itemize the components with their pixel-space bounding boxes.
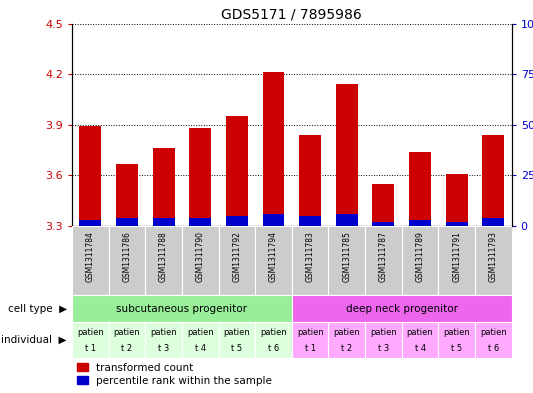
Bar xyxy=(292,226,328,295)
Bar xyxy=(109,226,145,295)
Bar xyxy=(72,226,109,295)
Text: GSM1311793: GSM1311793 xyxy=(489,231,498,283)
Bar xyxy=(226,116,248,226)
Bar xyxy=(292,295,512,322)
Text: GSM1311785: GSM1311785 xyxy=(342,231,351,282)
Text: GSM1311789: GSM1311789 xyxy=(416,231,425,282)
Text: patien: patien xyxy=(77,328,103,337)
Bar xyxy=(482,218,504,226)
Bar xyxy=(182,322,219,358)
Bar xyxy=(219,322,255,358)
Text: t 1: t 1 xyxy=(304,344,316,353)
Bar xyxy=(446,222,468,226)
Text: GSM1311790: GSM1311790 xyxy=(196,231,205,283)
Bar xyxy=(189,218,211,226)
Bar xyxy=(328,226,365,295)
Bar xyxy=(402,322,438,358)
Bar xyxy=(446,174,468,226)
Bar xyxy=(72,295,292,322)
Bar xyxy=(116,218,138,226)
Text: subcutaneous progenitor: subcutaneous progenitor xyxy=(116,303,247,314)
Bar xyxy=(299,135,321,226)
Bar xyxy=(409,220,431,226)
Text: patien: patien xyxy=(480,328,507,337)
Bar xyxy=(116,163,138,226)
Text: patien: patien xyxy=(407,328,433,337)
Bar xyxy=(189,128,211,226)
Bar xyxy=(152,149,175,226)
Bar xyxy=(365,322,402,358)
Bar xyxy=(145,322,182,358)
Legend: transformed count, percentile rank within the sample: transformed count, percentile rank withi… xyxy=(77,363,272,386)
Text: GSM1311794: GSM1311794 xyxy=(269,231,278,283)
Text: t 6: t 6 xyxy=(268,344,279,353)
Text: t 2: t 2 xyxy=(122,344,133,353)
Text: patien: patien xyxy=(334,328,360,337)
Text: t 3: t 3 xyxy=(158,344,169,353)
Bar xyxy=(255,322,292,358)
Bar xyxy=(438,322,475,358)
Text: GSM1311784: GSM1311784 xyxy=(86,231,95,282)
Text: patien: patien xyxy=(150,328,177,337)
Bar xyxy=(409,152,431,226)
Text: deep neck progenitor: deep neck progenitor xyxy=(346,303,458,314)
Text: t 4: t 4 xyxy=(195,344,206,353)
Text: t 2: t 2 xyxy=(341,344,352,353)
Bar xyxy=(336,84,358,226)
Bar xyxy=(145,226,182,295)
Text: patien: patien xyxy=(443,328,470,337)
Bar xyxy=(292,322,328,358)
Text: patien: patien xyxy=(223,328,250,337)
Text: patien: patien xyxy=(260,328,287,337)
Text: cell type  ▶: cell type ▶ xyxy=(7,303,67,314)
Bar xyxy=(226,216,248,226)
Text: GSM1311792: GSM1311792 xyxy=(232,231,241,282)
Bar xyxy=(482,135,504,226)
Text: individual  ▶: individual ▶ xyxy=(1,335,67,345)
Bar xyxy=(109,322,145,358)
Text: t 3: t 3 xyxy=(378,344,389,353)
Text: patien: patien xyxy=(187,328,214,337)
Bar xyxy=(402,226,438,295)
Bar xyxy=(365,226,402,295)
Bar xyxy=(438,226,475,295)
Text: patien: patien xyxy=(370,328,397,337)
Text: patien: patien xyxy=(297,328,324,337)
Text: GSM1311786: GSM1311786 xyxy=(123,231,132,282)
Bar xyxy=(72,322,109,358)
Bar xyxy=(182,226,219,295)
Text: t 5: t 5 xyxy=(231,344,243,353)
Bar xyxy=(263,214,285,226)
Bar xyxy=(79,127,101,226)
Bar xyxy=(328,322,365,358)
Text: t 1: t 1 xyxy=(85,344,96,353)
Text: t 4: t 4 xyxy=(415,344,426,353)
Text: GSM1311788: GSM1311788 xyxy=(159,231,168,282)
Bar xyxy=(373,184,394,226)
Bar xyxy=(255,226,292,295)
Text: GSM1311783: GSM1311783 xyxy=(305,231,314,282)
Bar xyxy=(475,226,512,295)
Text: patien: patien xyxy=(114,328,140,337)
Text: GSM1311791: GSM1311791 xyxy=(452,231,461,282)
Bar xyxy=(336,214,358,226)
Bar xyxy=(263,72,285,226)
Bar xyxy=(79,220,101,226)
Text: t 6: t 6 xyxy=(488,344,499,353)
Bar xyxy=(152,218,175,226)
Bar xyxy=(299,216,321,226)
Bar xyxy=(475,322,512,358)
Text: GSM1311787: GSM1311787 xyxy=(379,231,388,282)
Bar xyxy=(219,226,255,295)
Title: GDS5171 / 7895986: GDS5171 / 7895986 xyxy=(221,7,362,21)
Text: t 5: t 5 xyxy=(451,344,462,353)
Bar xyxy=(373,222,394,226)
